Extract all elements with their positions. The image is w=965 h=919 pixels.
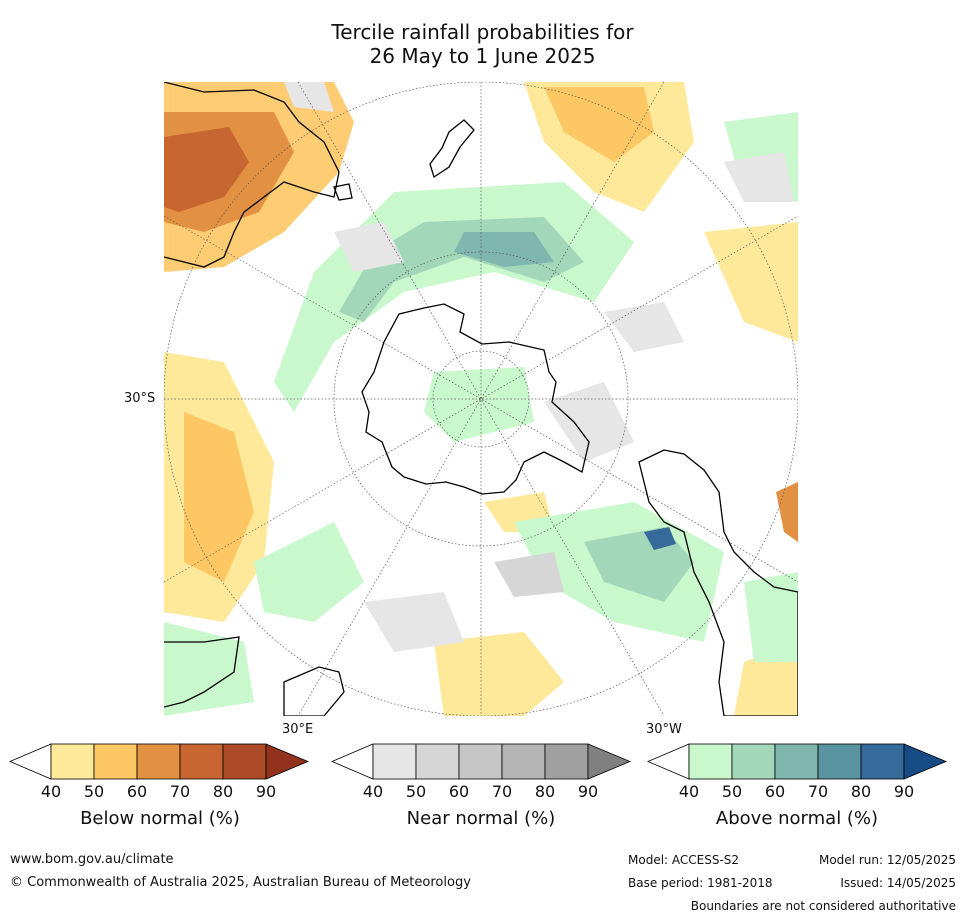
colorbar-extend-high: [904, 744, 946, 779]
footer-base-period: Base period: 1981-2018: [628, 876, 773, 890]
colorbar-tick-label: 60: [122, 782, 152, 801]
colorbar-extend-high: [588, 744, 630, 779]
polar-map: [164, 82, 798, 716]
colorbar-segment: [861, 744, 904, 779]
colorbar-tick-label: 60: [444, 782, 474, 801]
footer-copyright: © Commonwealth of Australia 2025, Austra…: [10, 875, 471, 890]
colorbar-tick-label: 40: [674, 782, 704, 801]
map-title: Tercile rainfall probabilities for 26 Ma…: [0, 20, 965, 68]
lon-label-30e: 30°E: [282, 722, 313, 737]
colorbar-tick-label: 70: [803, 782, 833, 801]
lat-label-30s: 30°S: [124, 391, 155, 406]
colorbar-segment: [545, 744, 588, 779]
colorbar-extend-high: [266, 744, 308, 779]
title-line-1: Tercile rainfall probabilities for: [0, 20, 965, 44]
colorbar-tick-label: 60: [760, 782, 790, 801]
footer-issued: Issued: 14/05/2025: [840, 876, 956, 890]
colorbar-segment: [51, 744, 94, 779]
colorbar-extend-low: [10, 744, 51, 779]
colorbar-tick-label: 40: [36, 782, 66, 801]
lon-label-30w: 30°W: [646, 722, 682, 737]
colorbar-segment: [416, 744, 459, 779]
colorbar-segment: [689, 744, 732, 779]
colorbar-extend-low: [648, 744, 689, 779]
colorbar-tick-label: 40: [358, 782, 388, 801]
colorbar-title-near: Near normal (%): [331, 808, 631, 829]
colorbar-tick-label: 80: [530, 782, 560, 801]
colorbar-extend-low: [332, 744, 373, 779]
footer-url: www.bom.gov.au/climate: [10, 852, 174, 867]
colorbar-segment: [223, 744, 266, 779]
footer-model: Model: ACCESS-S2: [628, 853, 739, 867]
colorbar-tick-label: 90: [889, 782, 919, 801]
colorbar-tick-label: 90: [251, 782, 281, 801]
colorbar-tick-label: 70: [165, 782, 195, 801]
colorbar-segment: [180, 744, 223, 779]
colorbar-tick-label: 50: [717, 782, 747, 801]
colorbar-tick-label: 50: [401, 782, 431, 801]
colorbar-segment: [94, 744, 137, 779]
footer-disclaimer: Boundaries are not considered authoritat…: [691, 899, 956, 913]
colorbar-segment: [818, 744, 861, 779]
colorbar-segment: [373, 744, 416, 779]
colorbar-svg: [647, 742, 947, 782]
colorbar-segment: [502, 744, 545, 779]
colorbar-svg: [9, 742, 309, 782]
colorbar-segment: [137, 744, 180, 779]
title-line-2: 26 May to 1 June 2025: [0, 44, 965, 68]
footer-model-run: Model run: 12/05/2025: [819, 853, 956, 867]
colorbar-segment: [459, 744, 502, 779]
colorbar-segment: [775, 744, 818, 779]
colorbar-title-above: Above normal (%): [647, 808, 947, 829]
colorbar-tick-label: 90: [573, 782, 603, 801]
colorbar-tick-label: 80: [846, 782, 876, 801]
colorbar-tick-label: 50: [79, 782, 109, 801]
map-canvas: [164, 82, 798, 716]
colorbar-svg: [331, 742, 631, 782]
colorbar-tick-label: 70: [487, 782, 517, 801]
colorbar-title-below: Below normal (%): [10, 808, 310, 829]
colorbar-segment: [732, 744, 775, 779]
colorbar-tick-label: 80: [208, 782, 238, 801]
